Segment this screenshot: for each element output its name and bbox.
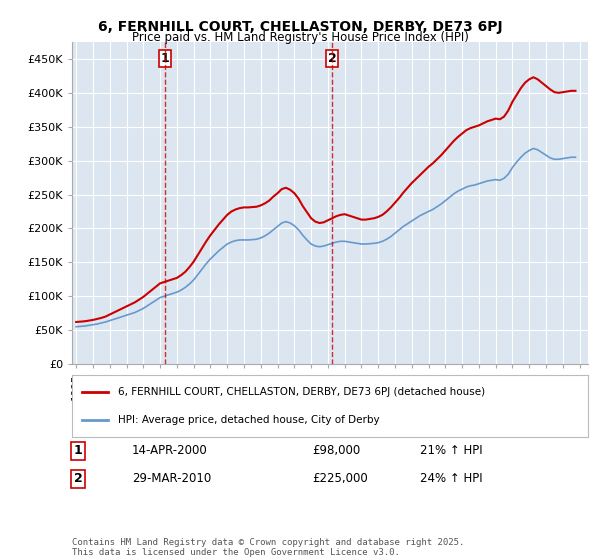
Text: Price paid vs. HM Land Registry's House Price Index (HPI): Price paid vs. HM Land Registry's House … — [131, 31, 469, 44]
Text: Contains HM Land Registry data © Crown copyright and database right 2025.
This d: Contains HM Land Registry data © Crown c… — [72, 538, 464, 557]
Text: 2: 2 — [74, 472, 82, 486]
Text: £98,000: £98,000 — [312, 444, 360, 458]
Text: 29-MAR-2010: 29-MAR-2010 — [132, 472, 211, 486]
Text: 1: 1 — [160, 52, 169, 64]
Text: 24% ↑ HPI: 24% ↑ HPI — [420, 472, 482, 486]
Text: 2: 2 — [328, 52, 337, 64]
Text: 6, FERNHILL COURT, CHELLASTON, DERBY, DE73 6PJ (detached house): 6, FERNHILL COURT, CHELLASTON, DERBY, DE… — [118, 388, 485, 398]
Text: 14-APR-2000: 14-APR-2000 — [132, 444, 208, 458]
Text: £225,000: £225,000 — [312, 472, 368, 486]
Text: HPI: Average price, detached house, City of Derby: HPI: Average price, detached house, City… — [118, 414, 380, 424]
Text: 1: 1 — [74, 444, 82, 458]
Text: 6, FERNHILL COURT, CHELLASTON, DERBY, DE73 6PJ: 6, FERNHILL COURT, CHELLASTON, DERBY, DE… — [98, 20, 502, 34]
Text: 21% ↑ HPI: 21% ↑ HPI — [420, 444, 482, 458]
